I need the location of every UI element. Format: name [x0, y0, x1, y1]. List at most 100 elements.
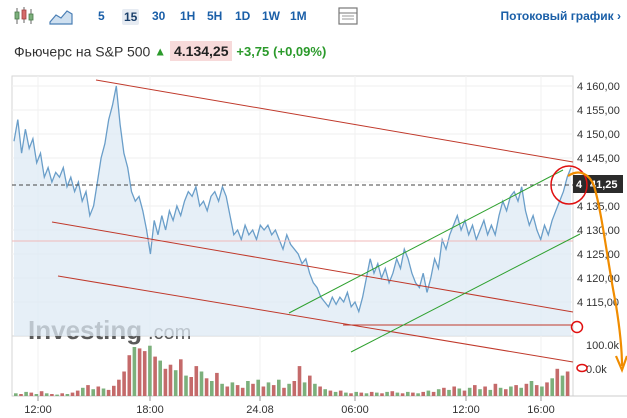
- volume-bar: [282, 387, 286, 396]
- volume-bar: [210, 381, 214, 396]
- x-tick-label: 16:00: [527, 404, 555, 416]
- y-tick-label: 4 115,00: [577, 297, 619, 309]
- x-tick-label: 24.08: [246, 404, 274, 416]
- volume-bar: [328, 390, 333, 396]
- volume-bar: [287, 383, 291, 396]
- volume-bar: [277, 379, 281, 396]
- green-channel-lower[interactable]: [350, 233, 581, 353]
- volume-tick-label: 100.0k: [586, 340, 620, 352]
- trendlines[interactable]: [51, 79, 581, 363]
- volume-bar: [426, 390, 431, 396]
- timeframe-30[interactable]: 30: [152, 9, 166, 23]
- timeframe-1m[interactable]: 1M: [290, 9, 307, 23]
- volume-bar: [256, 379, 260, 396]
- volume-bar: [266, 382, 271, 396]
- timeframe-1w[interactable]: 1W: [262, 9, 280, 23]
- timeframe-1h[interactable]: 1H: [180, 9, 196, 23]
- volume-bar: [179, 359, 183, 396]
- volume-bar: [308, 375, 312, 396]
- volume-bar: [65, 394, 70, 396]
- volume-bar: [292, 381, 297, 396]
- red-channel-upper[interactable]: [95, 79, 574, 163]
- volume-bar: [483, 386, 487, 396]
- volume-bar: [117, 379, 121, 396]
- volume-bar: [96, 386, 101, 396]
- volume-bar: [478, 389, 482, 396]
- volume-bar: [555, 368, 560, 396]
- volume-bar: [359, 392, 364, 396]
- volume-bar: [431, 391, 436, 396]
- streaming-chart-chevron: ›: [617, 9, 621, 23]
- volume-bar: [421, 391, 425, 396]
- volume-bar: [534, 385, 539, 396]
- volume-bar: [235, 385, 240, 396]
- volume-bar: [153, 356, 157, 396]
- streaming-chart-label: Потоковый график: [500, 9, 614, 23]
- circle-annotation: [550, 165, 588, 205]
- volume-bar: [509, 386, 513, 396]
- volume-bar: [50, 394, 54, 396]
- volume-bar: [91, 389, 95, 396]
- timeframe-5h[interactable]: 5H: [207, 9, 223, 23]
- volume-bar: [106, 389, 111, 396]
- volume-tick-label: 0.0k: [586, 364, 607, 376]
- volume-bar: [380, 393, 384, 396]
- volume-bar: [29, 392, 34, 396]
- volume-bar: [19, 394, 23, 396]
- volume-bar: [545, 382, 549, 396]
- volume-bar: [452, 386, 456, 396]
- volume-bar: [14, 393, 18, 396]
- volume-bar: [122, 371, 126, 396]
- small-circle-annotation: [570, 320, 584, 334]
- volume-bar: [39, 391, 44, 396]
- y-tick-label: 4 145,00: [577, 153, 620, 165]
- table-icon[interactable]: [338, 6, 358, 31]
- volume-bar: [194, 366, 199, 396]
- timeframe-5[interactable]: 5: [98, 9, 105, 23]
- price-change: +3,75: [236, 43, 270, 59]
- volume-bar: [514, 385, 518, 396]
- volume-bar: [302, 382, 307, 396]
- annotations: [550, 165, 627, 374]
- area-chart-icon[interactable]: [48, 6, 74, 31]
- volume-bar: [442, 387, 446, 396]
- green-channel-upper[interactable]: [288, 169, 564, 314]
- price-line: [13, 85, 572, 314]
- volume-bar: [313, 383, 317, 396]
- volume-bar: [24, 391, 28, 396]
- volume-bar: [271, 385, 276, 396]
- volume-bar: [333, 391, 338, 396]
- volume-bar: [318, 386, 322, 396]
- x-tick-label: 18:00: [136, 404, 164, 416]
- volume-bar: [550, 378, 554, 396]
- volume-bar: [81, 387, 85, 396]
- x-tick-label: 12:00: [452, 404, 480, 416]
- volume-bar: [215, 372, 219, 396]
- y-tick-label: 4 120,00: [577, 273, 620, 285]
- volume-bar: [199, 371, 204, 396]
- red-channel-lower[interactable]: [57, 275, 574, 363]
- y-tick-label: 4 160,00: [577, 81, 620, 93]
- x-tick-label: 12:00: [24, 404, 52, 416]
- volume-bar: [297, 366, 302, 396]
- red-channel-middle[interactable]: [51, 221, 574, 313]
- volume-bar: [148, 345, 152, 396]
- y-tick-label: 4 150,00: [577, 129, 620, 141]
- volume-bar: [411, 392, 415, 396]
- volume-bar: [240, 387, 245, 396]
- y-tick-label: 4 125,00: [577, 249, 620, 261]
- volume-bar: [168, 364, 173, 396]
- volume-bar: [529, 381, 534, 396]
- candlestick-icon[interactable]: [13, 6, 35, 31]
- x-tick-label: 06:00: [341, 404, 369, 416]
- volume-bar: [447, 389, 451, 396]
- timeframe-1d[interactable]: 1D: [235, 9, 251, 23]
- timeframe-15[interactable]: 15: [122, 9, 140, 25]
- volume-bar: [375, 392, 379, 396]
- streaming-chart-link[interactable]: Потоковый график ›: [501, 9, 621, 23]
- volume-bar: [220, 383, 224, 396]
- volume-bar: [344, 392, 348, 396]
- forecast-arrowhead: [614, 355, 627, 374]
- volume-bar: [390, 391, 395, 396]
